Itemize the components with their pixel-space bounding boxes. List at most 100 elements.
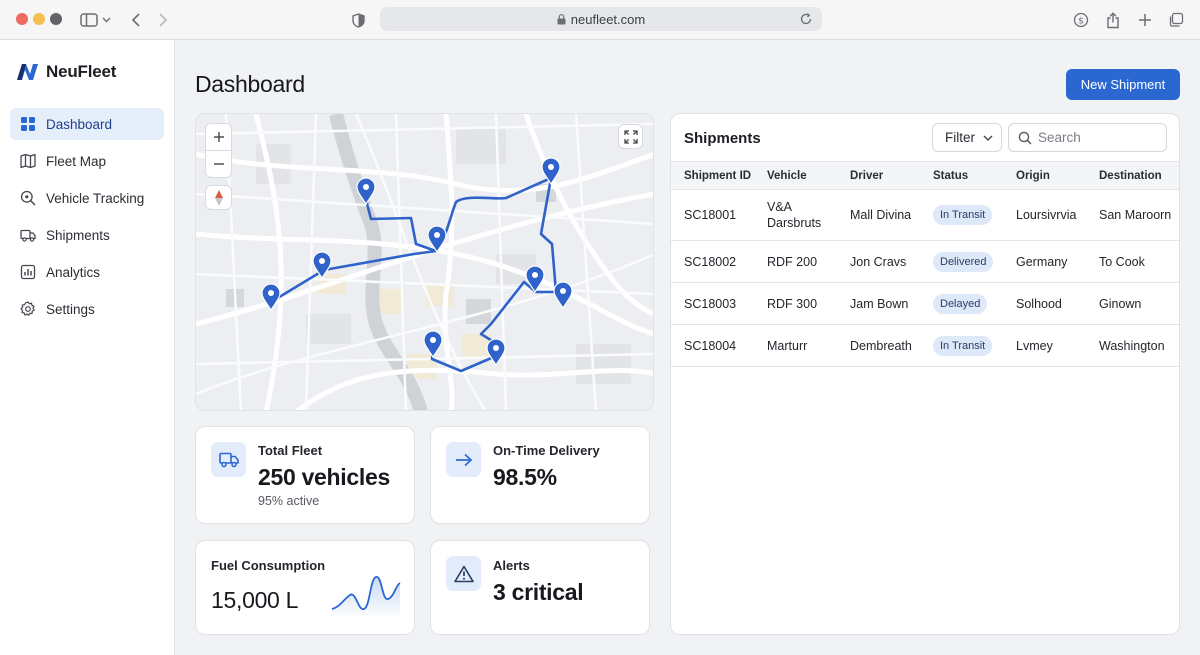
sidebar-item-fleet-map[interactable]: Fleet Map [10,145,164,177]
zoom-in-button[interactable] [206,124,231,150]
cell-vehicle: RDF 200 [754,240,837,283]
cell-shipment-id: SC18001 [671,189,754,241]
new-tab-icon[interactable] [1134,9,1156,31]
sidebar-item-shipments[interactable]: Shipments [10,219,164,251]
new-shipment-button[interactable]: New Shipment [1066,69,1180,100]
filter-button[interactable]: Filter [932,123,1002,152]
url-text: neufleet.com [570,11,646,27]
cell-driver: Jon Cravs [837,240,920,283]
sidebar-item-label: Shipments [46,227,110,243]
grid-icon [21,117,35,131]
cell-status: Delayed [920,282,1003,325]
svg-text:$: $ [1078,16,1084,26]
page-title: Dashboard [195,71,305,97]
lock-icon [557,13,566,24]
cell-driver: Dembreath [837,324,920,367]
gear-icon [20,301,35,316]
column-header[interactable]: Origin [1003,161,1086,190]
cell-status: In Transit [920,324,1003,367]
search-input[interactable] [1038,130,1158,145]
status-badge: In Transit [933,335,993,356]
column-header[interactable]: Driver [837,161,920,190]
sidebar-item-analytics[interactable]: Analytics [10,256,164,288]
stat-value: 98.5% [493,464,557,490]
search-field[interactable] [1008,123,1167,152]
column-header[interactable]: Destination [1086,161,1179,190]
stat-label: Total Fleet [258,443,323,458]
stat-label: On-Time Delivery [493,443,600,458]
column-header[interactable]: Shipment ID [671,161,754,190]
table-row[interactable]: SC18002 RDF 200 Jon Cravs Delivered Germ… [671,240,1179,283]
status-badge: Delayed [933,293,988,314]
map-pin-icon [525,265,545,294]
map-pin-icon [423,330,443,359]
extension-icon[interactable]: $ [1070,9,1092,31]
map-pin-icon [356,177,376,206]
compass-button[interactable] [205,185,232,210]
fleet-map[interactable] [195,113,654,411]
cell-shipment-id: SC18003 [671,282,754,325]
table-row[interactable]: SC18004 Marturr Dembreath In Transit Lvm… [671,324,1179,367]
back-icon[interactable] [125,9,147,31]
cell-driver: Jam Bown [837,282,920,325]
sidebar-item-label: Vehicle Tracking [46,190,145,206]
sidebar-item-vehicle-tracking[interactable]: Vehicle Tracking [10,182,164,214]
sidebar: NeuFleet Dashboard Fleet Map Vehicle Tra… [0,40,175,655]
brand[interactable]: NeuFleet [16,62,116,82]
truck-icon [20,229,36,242]
cell-shipment-id: SC18004 [671,324,754,367]
tab-overview-icon[interactable] [1165,9,1187,31]
status-badge: Delivered [933,251,994,272]
sparkline-icon [331,576,401,619]
map-pin-icon [553,281,573,310]
cell-origin: Loursivrvia [1003,189,1086,241]
sidebar-item-label: Settings [46,301,95,317]
privacy-shield-icon[interactable] [347,9,369,31]
warning-icon [446,556,481,591]
sidebar-item-label: Fleet Map [46,153,107,169]
arrow-right-icon [446,442,481,477]
cell-status: Delivered [920,240,1003,283]
cell-vehicle: V&A Darsbruts [754,189,837,241]
bar-chart-icon [20,264,36,280]
compass-icon [214,189,223,206]
table-row[interactable]: SC18001 V&A Darsbruts Mall Divina In Tra… [671,189,1179,241]
forward-icon[interactable] [152,9,174,31]
expand-icon [623,129,638,144]
truck-icon [211,442,246,477]
minimize-window-button[interactable] [33,13,45,25]
map-pin-icon [261,283,281,312]
zoom-out-button[interactable] [206,151,231,177]
stat-value: 3 critical [493,579,584,605]
shipments-title: Shipments [684,130,761,147]
stat-subtext: 95% active [258,494,320,508]
stat-label: Alerts [493,558,530,573]
close-window-button[interactable] [16,13,28,25]
chevron-down-icon[interactable] [99,9,113,31]
alerts-card: Alerts 3 critical [430,540,650,635]
maximize-window-button[interactable] [50,13,62,25]
fullscreen-button[interactable] [618,124,643,149]
total-fleet-card: Total Fleet 250 vehicles 95% active [195,426,415,524]
map-canvas[interactable] [196,114,654,411]
browser-toolbar: neufleet.com $ [0,0,1200,40]
cell-destination: To Cook [1086,240,1179,283]
on-time-delivery-card: On-Time Delivery 98.5% [430,426,650,524]
sidebar-toggle-icon[interactable] [78,9,100,31]
reload-icon[interactable] [798,11,814,27]
table-row[interactable]: SC18003 RDF 300 Jam Bown Delayed Solhood… [671,282,1179,325]
plus-icon [213,132,224,142]
map-icon [20,153,36,169]
map-pin-icon [427,225,447,254]
address-bar[interactable]: neufleet.com [380,7,822,31]
column-header[interactable]: Vehicle [754,161,837,190]
share-icon[interactable] [1102,9,1124,31]
stat-value: 250 vehicles [258,464,390,490]
cell-shipment-id: SC18002 [671,240,754,283]
sidebar-item-settings[interactable]: Settings [10,293,164,325]
main-content: Dashboard New Shipment [175,40,1200,655]
sidebar-item-dashboard[interactable]: Dashboard [10,108,164,140]
cell-status: In Transit [920,189,1003,241]
cell-destination: Ginown [1086,282,1179,325]
column-header[interactable]: Status [920,161,1003,190]
